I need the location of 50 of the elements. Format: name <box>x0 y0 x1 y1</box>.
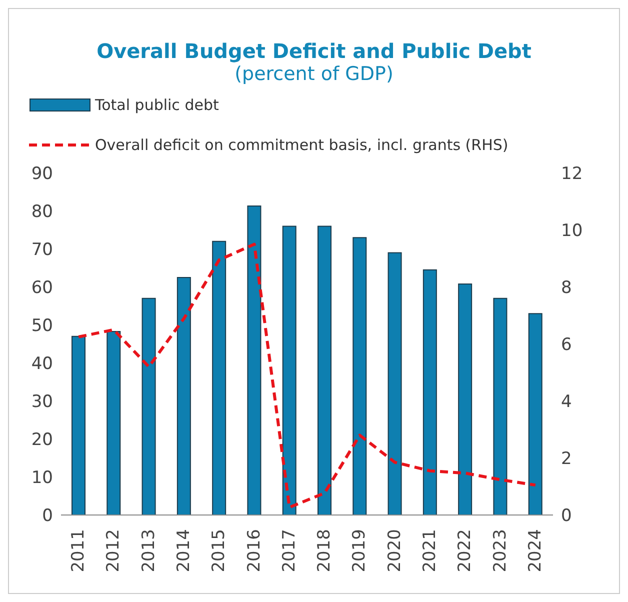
bar <box>388 252 402 515</box>
x-tick-label: 2020 <box>384 529 405 572</box>
x-tick-label: 2016 <box>244 529 264 572</box>
bar <box>458 283 472 515</box>
chart-subtitle: (percent of GDP) <box>234 63 394 85</box>
bar <box>352 237 367 515</box>
y2-tick-label: 8 <box>561 278 572 298</box>
y-tick-label: 40 <box>31 354 53 374</box>
x-tick-label: 2024 <box>525 529 546 572</box>
y-tick-label: 50 <box>31 316 53 336</box>
y2-tick-label: 12 <box>561 164 583 184</box>
bar <box>528 313 542 515</box>
bar <box>212 240 226 515</box>
x-tick-label: 2017 <box>279 529 300 572</box>
x-tick-label: 2019 <box>350 529 370 572</box>
x-tick-label: 2012 <box>104 529 124 572</box>
legend-label: Overall deficit on commitment basis, incl. grants (RHS) <box>95 136 508 154</box>
y-tick-label: 60 <box>31 278 53 298</box>
y-tick-label: 90 <box>31 164 53 184</box>
y2-tick-label: 4 <box>561 392 572 412</box>
x-tick-label: 2021 <box>420 529 440 572</box>
y-tick-label: 30 <box>31 392 53 412</box>
y-tick-label: 10 <box>31 468 53 488</box>
x-tick-label: 2022 <box>455 529 476 572</box>
y-tick-label: 70 <box>31 240 53 260</box>
bar <box>142 298 156 515</box>
y2-tick-label: 6 <box>561 335 572 356</box>
x-tick-label: 2014 <box>174 529 194 572</box>
y2-tick-label: 2 <box>561 449 572 470</box>
x-tick-label: 2018 <box>314 529 335 572</box>
line-series <box>77 242 537 509</box>
bar <box>422 269 437 515</box>
bar <box>247 206 262 515</box>
x-tick-label: 2011 <box>68 529 89 572</box>
y2-tick-label: 0 <box>561 506 572 526</box>
legend-label: Total public debt <box>95 96 219 114</box>
y2-tick-label: 10 <box>561 221 583 242</box>
x-tick-label: 2013 <box>138 529 159 572</box>
y-tick-label: 80 <box>31 202 53 222</box>
bar <box>106 330 121 515</box>
chart-title: Overall Budget Deficit and Public Debt <box>96 39 532 63</box>
x-tick-label: 2015 <box>209 529 230 572</box>
bar <box>493 298 508 515</box>
bar <box>282 226 296 515</box>
y-tick-label: 20 <box>31 430 53 450</box>
bar <box>318 226 332 515</box>
bar <box>176 277 191 515</box>
y-tick-label: 0 <box>42 506 53 526</box>
x-tick-label: 2023 <box>490 529 510 572</box>
bar <box>72 336 86 515</box>
